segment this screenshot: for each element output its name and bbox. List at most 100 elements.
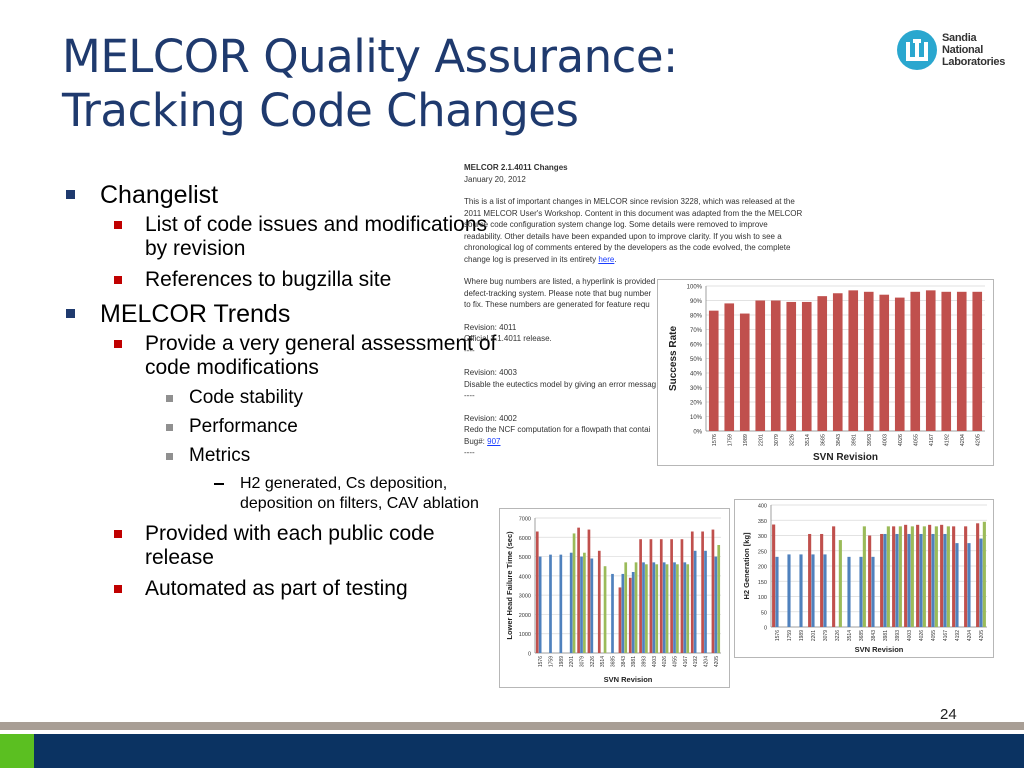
bar xyxy=(946,526,950,627)
bullet-list: Changelist List of code issues and modifi… xyxy=(62,180,502,608)
bar xyxy=(693,550,697,653)
bar xyxy=(680,539,684,653)
x-tick-label: 4055 xyxy=(931,630,937,641)
bar xyxy=(724,303,735,431)
bar xyxy=(559,554,563,653)
x-tick-label: 3079 xyxy=(823,630,829,641)
bullet-item: MELCOR Trends xyxy=(62,299,502,329)
bar xyxy=(775,556,779,627)
y-tick-label: 250 xyxy=(758,549,767,555)
bar xyxy=(832,293,843,431)
bar xyxy=(894,297,905,431)
y-tick-label: 90% xyxy=(690,299,703,305)
h2-generation-chart: 0 50 100 150 200 250 300 350 400 1576 1759 1989 2201… xyxy=(734,499,994,658)
bar xyxy=(655,564,659,653)
bar xyxy=(820,533,824,627)
x-tick-label: 2201 xyxy=(758,434,764,446)
bar xyxy=(770,300,781,431)
doc-bug-note-3: to fix. These numbers are generated for … xyxy=(464,300,650,309)
x-tick-label: 3843 xyxy=(621,656,627,667)
bar xyxy=(739,313,750,431)
bar xyxy=(587,529,591,653)
x-tick-label: 3685 xyxy=(859,630,865,641)
bullet-marker-icon xyxy=(114,340,122,348)
x-tick-label: 4205 xyxy=(979,630,985,641)
bullet-marker-icon xyxy=(166,395,173,402)
y-tick-label: 70% xyxy=(690,328,703,334)
bar xyxy=(886,526,890,627)
bar xyxy=(883,533,887,627)
slide-title: MELCOR Quality Assurance: Tracking Code … xyxy=(62,30,678,138)
x-tick-label: 4003 xyxy=(907,630,913,641)
bar xyxy=(943,533,947,627)
bullet-item: Metrics xyxy=(62,445,502,467)
y-axis-label: Lower Head Failure Time (sec) xyxy=(505,531,514,640)
bar xyxy=(898,526,902,627)
doc-intro-link[interactable]: here xyxy=(598,254,615,264)
bar xyxy=(916,524,920,627)
doc-rev-4002-text: Redo the NCF computation for a flowpath … xyxy=(464,425,651,434)
y-tick-label: 400 xyxy=(758,504,767,510)
footer-bar xyxy=(0,734,1024,768)
doc-rev-4011-text: Official 2.1.4011 release. xyxy=(464,334,552,343)
x-tick-label: 3993 xyxy=(642,656,648,667)
bar xyxy=(611,573,614,653)
x-tick-label: 4192 xyxy=(944,434,950,446)
bar xyxy=(711,529,715,653)
x-tick-label: 3981 xyxy=(851,434,857,446)
bullet-item: Code stability xyxy=(62,387,502,409)
bar xyxy=(934,526,938,627)
y-axis-label: H2 Generation [kg] xyxy=(742,532,751,600)
bar xyxy=(618,587,622,653)
y-tick-label: 50% xyxy=(690,357,703,363)
doc-bug-link[interactable]: 907 xyxy=(487,436,501,446)
y-tick-label: 2000 xyxy=(519,613,531,619)
page-number: 24 xyxy=(940,706,957,723)
x-tick-label: 4167 xyxy=(943,630,949,641)
y-tick-label: 10% xyxy=(690,415,703,421)
bar xyxy=(910,526,914,627)
x-tick-label: 3981 xyxy=(883,630,889,641)
x-tick-label: 3514 xyxy=(847,630,853,641)
bullet-text: Performance xyxy=(189,416,298,437)
x-axis-label: SVN Revision xyxy=(813,452,878,463)
x-tick-label: 4167 xyxy=(683,656,689,667)
y-axis-label: Success Rate xyxy=(668,326,679,391)
bar xyxy=(955,543,959,627)
bar xyxy=(892,526,896,627)
x-tick-label: 3079 xyxy=(580,656,586,667)
x-tick-label: 3514 xyxy=(600,656,606,667)
bullet-marker-icon xyxy=(114,585,122,593)
bar xyxy=(904,524,908,627)
bullet-text: Changelist xyxy=(100,181,219,209)
bar xyxy=(941,291,952,431)
bar xyxy=(639,539,642,653)
y-tick-label: 60% xyxy=(690,343,703,349)
y-tick-label: 30% xyxy=(690,386,703,392)
doc-rev-4002: Revision: 4002 xyxy=(464,413,517,423)
bullet-marker-icon xyxy=(214,483,224,485)
x-tick-label: 4205 xyxy=(714,656,720,667)
x-tick-label: 3993 xyxy=(867,434,873,446)
bar xyxy=(863,291,874,431)
bullet-item: Automated as part of testing xyxy=(62,577,502,601)
doc-rev-4003-text: Disable the eutectics model by giving an… xyxy=(464,379,657,389)
bar xyxy=(910,291,921,431)
lower-head-failure-chart: 0 1000 2000 3000 4000 5000 6000 7000 1576 1759 198… xyxy=(499,508,730,688)
y-tick-label: 6000 xyxy=(519,536,531,542)
bar xyxy=(880,533,884,627)
bar xyxy=(665,564,669,653)
x-tick-label: 3843 xyxy=(871,630,877,641)
bar xyxy=(649,539,653,653)
x-tick-label: 3226 xyxy=(590,656,596,667)
bar xyxy=(645,564,648,653)
bar xyxy=(972,291,983,431)
y-tick-label: 5000 xyxy=(519,555,531,561)
bar xyxy=(631,572,635,653)
y-tick-label: 80% xyxy=(690,314,703,320)
bar xyxy=(964,526,968,627)
y-tick-label: 350 xyxy=(758,519,767,525)
bar xyxy=(580,556,583,653)
bar xyxy=(976,523,980,627)
title-line-1: MELCOR Quality Assurance: xyxy=(62,30,678,83)
